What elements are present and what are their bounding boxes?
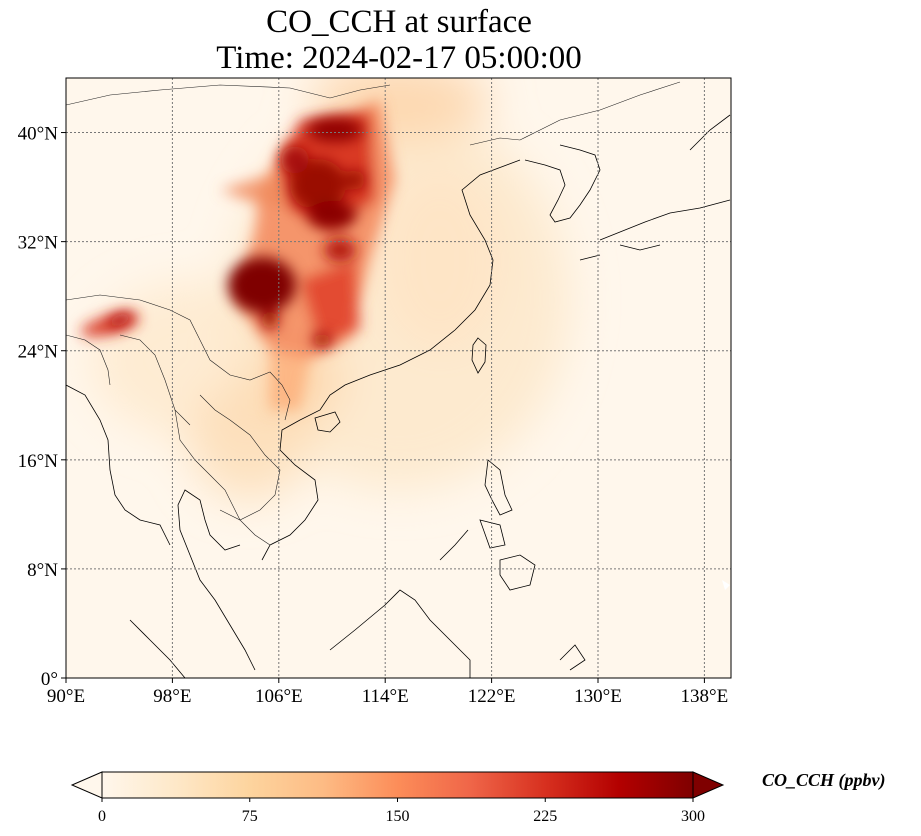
sumatra	[129, 619, 186, 678]
colorbar-tick-label: 0	[98, 808, 106, 825]
coastlines	[66, 114, 731, 678]
china-coast	[279, 159, 521, 451]
lat-tick-label: 24°N	[18, 342, 59, 363]
myanmar-coast	[66, 384, 171, 546]
colorbar-tick-label: 225	[533, 808, 557, 825]
lat-tick-label: 8°N	[27, 560, 58, 581]
map-subtitle-time: Time: 2024-02-17 05:00:00	[216, 40, 582, 76]
china-korea-border	[469, 119, 561, 146]
lat-tick-label: 16°N	[18, 451, 59, 472]
colorbar-extend-max	[692, 771, 725, 799]
palawan	[439, 529, 469, 561]
colorbar-ticks: 0 75 150 225 300	[98, 798, 705, 825]
china-north-border	[66, 84, 391, 106]
japan	[579, 114, 731, 261]
lon-tick-label: 130°E	[574, 686, 622, 707]
longitude-labels: 90°E 98°E 106°E 114°E 122°E 130°E 138°E	[47, 678, 728, 707]
colorbar-tick-label: 150	[386, 808, 410, 825]
myanmar-border	[119, 334, 191, 426]
lon-tick-label: 122°E	[468, 686, 516, 707]
concentration-field	[66, 78, 731, 678]
lat-tick-label: 0°	[41, 669, 58, 690]
laos-border	[199, 394, 281, 521]
lon-tick-label: 138°E	[681, 686, 729, 707]
lon-tick-label: 114°E	[362, 686, 409, 707]
mindanao	[479, 519, 536, 591]
lon-tick-label: 106°E	[255, 686, 303, 707]
colorbar-tick-label: 75	[242, 808, 258, 825]
thai-border	[174, 409, 241, 521]
luzon	[484, 459, 513, 516]
colorbar-label: CO_CCH (ppbv)	[762, 770, 886, 790]
lon-tick-label: 98°E	[153, 686, 191, 707]
map-frame	[65, 77, 732, 679]
cambodia-border	[239, 519, 271, 546]
lat-tick-label: 40°N	[18, 124, 59, 145]
colorbar: 0 75 150 225 300	[70, 771, 725, 825]
himalaya-border	[66, 294, 291, 421]
country-borders	[66, 81, 681, 546]
india-border	[66, 334, 111, 386]
colorbar-extend-min	[70, 771, 103, 799]
borneo	[329, 589, 471, 678]
hainan	[314, 411, 341, 433]
sulawesi	[559, 644, 586, 671]
lat-tick-label: 32°N	[18, 233, 59, 254]
gridlines	[66, 78, 731, 678]
colorbar-ramp	[101, 771, 694, 799]
latitude-labels: 0° 8°N 16°N 24°N 32°N 40°N	[18, 124, 66, 690]
korea-peninsula	[524, 144, 601, 223]
indochina	[177, 449, 319, 671]
colorbar-tick-label: 300	[681, 808, 705, 825]
lon-tick-label: 90°E	[47, 686, 85, 707]
ocean-artifact	[722, 580, 730, 590]
china-russia-border	[559, 81, 681, 121]
map-title: CO_CCH at surface	[266, 4, 532, 40]
taiwan	[471, 337, 487, 374]
